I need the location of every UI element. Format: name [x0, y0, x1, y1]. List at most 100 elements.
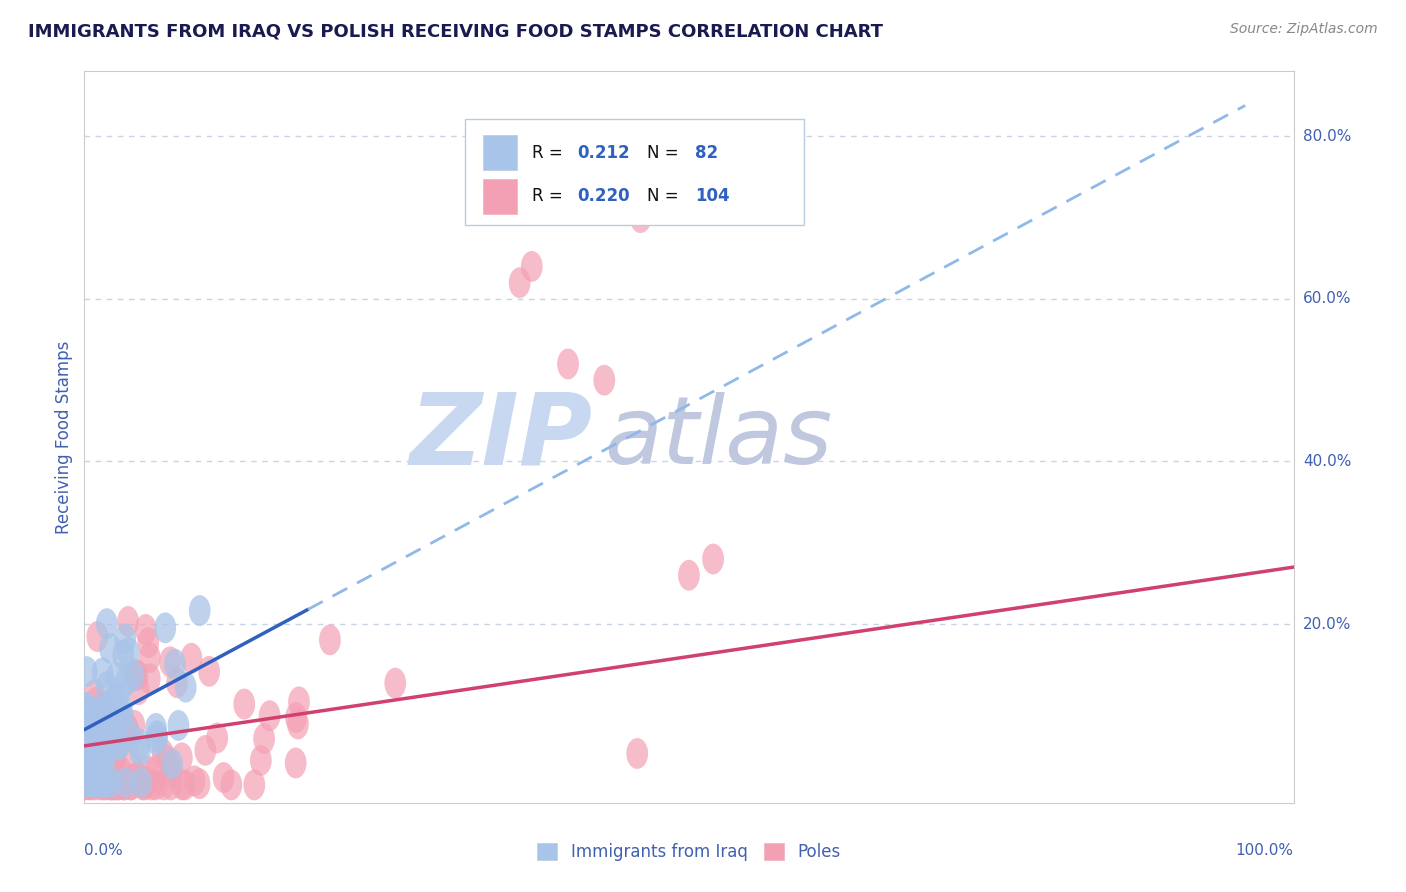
Ellipse shape: [94, 767, 117, 798]
Ellipse shape: [188, 768, 211, 799]
Ellipse shape: [125, 762, 148, 793]
Ellipse shape: [77, 731, 100, 762]
Ellipse shape: [84, 687, 107, 718]
Ellipse shape: [136, 756, 157, 787]
Ellipse shape: [100, 770, 121, 800]
Ellipse shape: [86, 738, 107, 769]
Ellipse shape: [111, 725, 134, 756]
Ellipse shape: [75, 755, 97, 786]
Ellipse shape: [89, 702, 110, 733]
Text: Source: ZipAtlas.com: Source: ZipAtlas.com: [1230, 22, 1378, 37]
Text: R =: R =: [531, 187, 568, 205]
Ellipse shape: [194, 735, 217, 766]
Ellipse shape: [100, 633, 121, 664]
Ellipse shape: [77, 741, 100, 772]
Text: 60.0%: 60.0%: [1303, 292, 1351, 307]
Ellipse shape: [76, 705, 98, 736]
Ellipse shape: [184, 765, 205, 797]
Ellipse shape: [101, 689, 122, 720]
Ellipse shape: [84, 714, 107, 745]
Ellipse shape: [110, 698, 131, 728]
Text: 0.220: 0.220: [578, 187, 630, 205]
Ellipse shape: [90, 740, 112, 772]
Ellipse shape: [80, 759, 101, 789]
Ellipse shape: [180, 643, 202, 673]
Ellipse shape: [259, 700, 281, 731]
Ellipse shape: [76, 657, 97, 687]
Text: 80.0%: 80.0%: [1303, 128, 1351, 144]
Ellipse shape: [129, 735, 150, 766]
Ellipse shape: [83, 679, 105, 710]
Ellipse shape: [166, 667, 188, 698]
Ellipse shape: [107, 770, 129, 800]
Ellipse shape: [156, 745, 177, 775]
Ellipse shape: [118, 637, 139, 668]
Ellipse shape: [160, 770, 181, 800]
Ellipse shape: [115, 711, 138, 742]
Ellipse shape: [520, 251, 543, 282]
Ellipse shape: [93, 743, 114, 774]
Text: IMMIGRANTS FROM IRAQ VS POLISH RECEIVING FOOD STAMPS CORRELATION CHART: IMMIGRANTS FROM IRAQ VS POLISH RECEIVING…: [28, 22, 883, 40]
Text: 40.0%: 40.0%: [1303, 454, 1351, 469]
Ellipse shape: [124, 658, 146, 690]
Ellipse shape: [678, 560, 700, 591]
Ellipse shape: [319, 624, 340, 656]
Text: 0.0%: 0.0%: [84, 843, 124, 858]
Ellipse shape: [120, 747, 142, 778]
Ellipse shape: [198, 656, 219, 687]
Ellipse shape: [77, 704, 100, 735]
Bar: [484, 179, 517, 214]
Text: 0.212: 0.212: [578, 144, 630, 161]
Text: ZIP: ZIP: [409, 389, 592, 485]
Text: 20.0%: 20.0%: [1303, 616, 1351, 632]
Ellipse shape: [112, 770, 135, 800]
Ellipse shape: [152, 738, 173, 769]
Ellipse shape: [93, 695, 114, 725]
Ellipse shape: [76, 711, 97, 741]
Ellipse shape: [103, 770, 125, 800]
Ellipse shape: [80, 762, 103, 793]
Ellipse shape: [172, 770, 193, 800]
Ellipse shape: [84, 750, 107, 781]
Ellipse shape: [557, 349, 579, 379]
Ellipse shape: [104, 683, 125, 714]
Ellipse shape: [96, 608, 118, 639]
Ellipse shape: [702, 543, 724, 574]
Ellipse shape: [253, 723, 276, 754]
Ellipse shape: [115, 665, 138, 697]
Ellipse shape: [83, 735, 104, 765]
Ellipse shape: [160, 756, 183, 787]
Ellipse shape: [96, 672, 118, 702]
Ellipse shape: [134, 770, 156, 800]
Ellipse shape: [285, 747, 307, 779]
Ellipse shape: [114, 767, 136, 798]
Ellipse shape: [84, 734, 105, 765]
Ellipse shape: [162, 748, 183, 780]
Ellipse shape: [107, 729, 129, 760]
Ellipse shape: [159, 647, 181, 677]
Ellipse shape: [101, 767, 122, 798]
Ellipse shape: [90, 763, 112, 794]
Ellipse shape: [91, 758, 114, 789]
Ellipse shape: [626, 738, 648, 769]
Ellipse shape: [82, 767, 104, 798]
Ellipse shape: [139, 642, 160, 673]
Ellipse shape: [86, 738, 107, 768]
Ellipse shape: [80, 770, 103, 800]
Ellipse shape: [90, 725, 111, 756]
Ellipse shape: [221, 770, 242, 800]
Ellipse shape: [76, 741, 98, 772]
Ellipse shape: [93, 767, 115, 798]
Ellipse shape: [104, 739, 127, 771]
Ellipse shape: [141, 770, 162, 800]
Ellipse shape: [83, 747, 105, 779]
Ellipse shape: [146, 720, 167, 751]
Ellipse shape: [86, 621, 108, 652]
Ellipse shape: [75, 759, 97, 790]
Ellipse shape: [112, 770, 135, 800]
Bar: [484, 135, 517, 170]
Ellipse shape: [112, 640, 134, 670]
Ellipse shape: [174, 770, 195, 800]
Ellipse shape: [105, 662, 128, 692]
Ellipse shape: [233, 689, 254, 720]
